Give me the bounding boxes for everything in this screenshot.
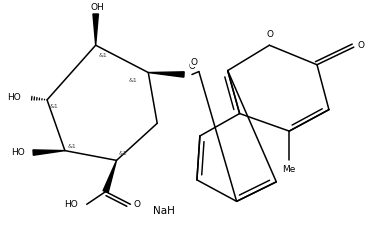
Text: O: O xyxy=(134,200,140,209)
Polygon shape xyxy=(93,14,99,45)
Polygon shape xyxy=(103,160,116,192)
Text: HO: HO xyxy=(7,93,21,103)
Text: O: O xyxy=(189,62,196,71)
Text: HO: HO xyxy=(12,148,25,157)
Text: O: O xyxy=(358,41,365,50)
Text: &1: &1 xyxy=(99,53,108,58)
Text: &1: &1 xyxy=(68,144,77,149)
Text: O: O xyxy=(191,58,198,67)
Text: OH: OH xyxy=(91,3,105,12)
Text: HO: HO xyxy=(64,200,78,209)
Text: &1: &1 xyxy=(128,78,137,83)
Text: &1: &1 xyxy=(50,104,59,109)
Text: &1: &1 xyxy=(119,151,127,157)
Text: O: O xyxy=(267,30,274,39)
Polygon shape xyxy=(148,72,184,77)
Text: Me: Me xyxy=(283,165,296,174)
Polygon shape xyxy=(33,150,65,155)
Text: NaH: NaH xyxy=(153,206,175,216)
